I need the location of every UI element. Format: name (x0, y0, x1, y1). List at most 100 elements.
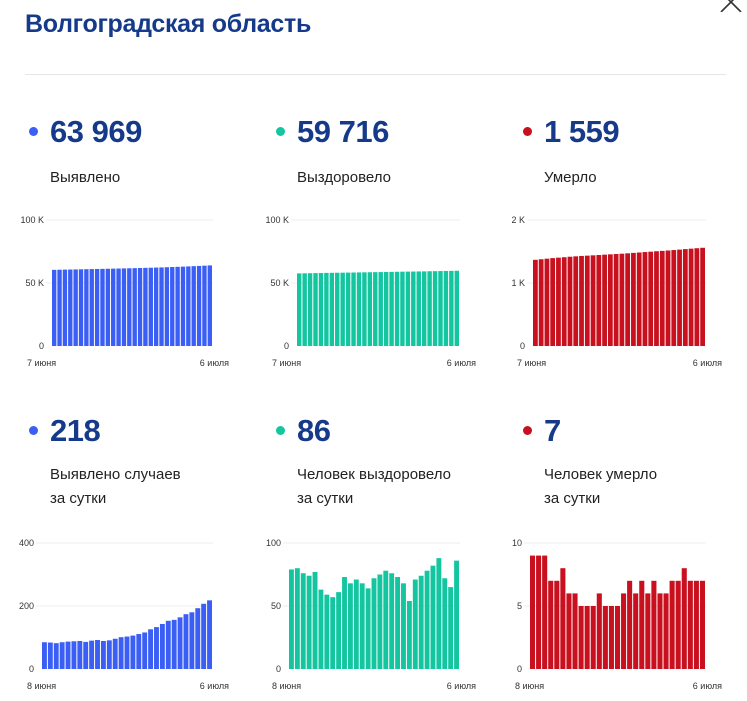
bar (608, 606, 614, 669)
x-start-label: 8 июня (272, 681, 301, 691)
bar (121, 268, 127, 346)
bar (302, 273, 307, 346)
bar (367, 272, 373, 346)
stat-label: Человек умерло за сутки (544, 466, 658, 507)
bar (83, 641, 89, 669)
bar (100, 640, 106, 669)
bar (631, 252, 636, 346)
bar (579, 255, 584, 346)
bar (342, 577, 347, 669)
bar (356, 272, 362, 346)
bar (383, 570, 389, 669)
bar (405, 271, 411, 346)
bar (548, 580, 554, 669)
bar (395, 577, 401, 669)
bar (154, 627, 159, 669)
y-tick-label: 200 (19, 601, 34, 611)
bar (454, 270, 459, 346)
bar (95, 640, 100, 669)
bar (137, 268, 143, 346)
bar (186, 266, 191, 346)
bar (642, 252, 648, 346)
y-tick-label: 0 (29, 664, 34, 674)
x-start-label: 7 июня (27, 358, 56, 368)
bar (654, 251, 659, 346)
stat-value: 1 559 (544, 114, 620, 149)
bar (42, 642, 47, 669)
bar (578, 606, 584, 669)
bar (401, 583, 406, 669)
stat-value: 59 716 (297, 114, 389, 149)
bar (353, 579, 359, 669)
bar (112, 638, 118, 669)
bar (318, 272, 324, 346)
bar (106, 640, 112, 669)
bar (313, 273, 318, 346)
stat-label: Выявлено случаев за сутки (50, 466, 181, 507)
y-tick-label: 2 K (511, 215, 525, 225)
bar (677, 249, 682, 346)
bar (191, 266, 196, 346)
bar (312, 571, 318, 669)
y-tick-label: 0 (284, 341, 289, 351)
cases-dot-icon (29, 127, 38, 136)
bar (105, 268, 111, 346)
bar (669, 580, 675, 669)
bar (424, 570, 430, 669)
bar (377, 574, 383, 669)
x-end-label: 6 июля (200, 681, 229, 691)
y-tick-label: 50 K (25, 278, 44, 288)
bar (602, 254, 607, 346)
bar (207, 600, 212, 669)
bar (584, 606, 590, 669)
stat-value: 86 (297, 413, 331, 448)
bar (566, 593, 572, 669)
y-tick-label: 100 K (20, 215, 44, 225)
bar (657, 593, 663, 669)
bar (613, 254, 619, 346)
bar (148, 629, 154, 669)
bar (394, 271, 400, 346)
y-tick-label: 400 (19, 538, 34, 548)
bar (389, 573, 395, 669)
bar (359, 583, 365, 669)
bar (183, 614, 189, 669)
y-tick-label: 100 K (265, 215, 289, 225)
bar (596, 593, 602, 669)
bar (550, 258, 556, 346)
bar (699, 580, 705, 669)
bar (347, 583, 353, 669)
bar (651, 580, 657, 669)
bar (418, 575, 424, 669)
bar (621, 593, 627, 669)
close-icon[interactable] (718, 0, 744, 12)
bar (687, 580, 693, 669)
bar (130, 635, 136, 669)
bar (180, 266, 186, 346)
bar (688, 248, 694, 346)
bar (561, 257, 567, 346)
bar (389, 271, 394, 346)
bar (201, 603, 207, 669)
bar (71, 641, 77, 669)
bar (175, 266, 180, 346)
bar (159, 623, 165, 669)
stat-value: 7 (544, 413, 561, 448)
bar (411, 271, 416, 346)
bar (619, 253, 625, 346)
bar (68, 269, 73, 346)
x-end-label: 6 июля (447, 358, 476, 368)
stat-label: Выявлено (50, 169, 121, 186)
bar (448, 587, 454, 669)
bar (639, 580, 645, 669)
bar (143, 267, 148, 346)
bar (442, 578, 448, 669)
bar (590, 606, 596, 669)
bar (536, 555, 542, 669)
bar (307, 273, 313, 346)
bar (127, 268, 132, 346)
bar (171, 619, 177, 669)
x-start-label: 8 июня (515, 681, 544, 691)
bar (454, 560, 459, 669)
